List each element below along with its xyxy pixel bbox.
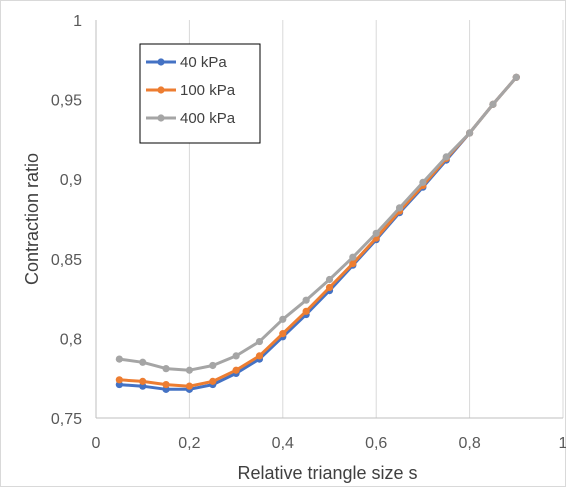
y-axis-title: Contraction ratio [22, 153, 42, 285]
y-tick-label: 0,85 [51, 252, 82, 269]
x-tick-label: 0,8 [458, 435, 480, 452]
data-point [302, 296, 310, 304]
data-point [349, 253, 357, 261]
legend-label: 400 kPa [180, 110, 236, 127]
data-point [209, 377, 217, 385]
y-tick-label: 0,95 [51, 93, 82, 110]
legend-swatch-marker [157, 114, 165, 122]
data-point [442, 153, 450, 161]
data-point [395, 204, 404, 212]
data-point [139, 358, 147, 366]
data-point [302, 307, 310, 315]
data-point [162, 380, 170, 389]
y-tick-label: 0,75 [51, 411, 82, 428]
data-point [512, 73, 520, 81]
data-point [419, 178, 427, 186]
x-tick-label: 0,2 [178, 435, 200, 452]
data-point [255, 352, 264, 360]
y-tick-label: 0,9 [60, 172, 82, 189]
series-line [119, 76, 518, 372]
data-point [489, 100, 497, 108]
data-point [466, 129, 474, 137]
y-tick-label: 1 [73, 13, 82, 30]
legend-swatch-marker [157, 58, 165, 66]
data-point [325, 275, 334, 284]
x-axis-title: Relative triangle size s [237, 463, 417, 483]
data-point [185, 366, 193, 374]
data-point [279, 315, 287, 323]
data-point [279, 330, 287, 338]
x-tick-label: 1 [559, 435, 566, 452]
legend-swatch-marker [157, 86, 165, 94]
data-point [232, 352, 240, 360]
x-tick-label: 0,6 [365, 435, 387, 452]
data-point [115, 376, 123, 384]
data-point [185, 382, 193, 390]
data-point [372, 229, 380, 237]
data-point [255, 337, 264, 346]
data-point [209, 361, 217, 370]
data-point [349, 259, 357, 268]
data-point [232, 366, 240, 374]
data-point [162, 365, 170, 373]
data-point [139, 377, 147, 385]
x-tick-label: 0 [92, 435, 101, 452]
legend-label: 40 kPa [180, 54, 227, 71]
data-point [325, 283, 334, 292]
x-tick-label: 0,4 [272, 435, 294, 452]
legend-label: 100 kPa [180, 82, 236, 99]
data-point [115, 355, 123, 363]
y-tick-label: 0,8 [60, 331, 82, 348]
